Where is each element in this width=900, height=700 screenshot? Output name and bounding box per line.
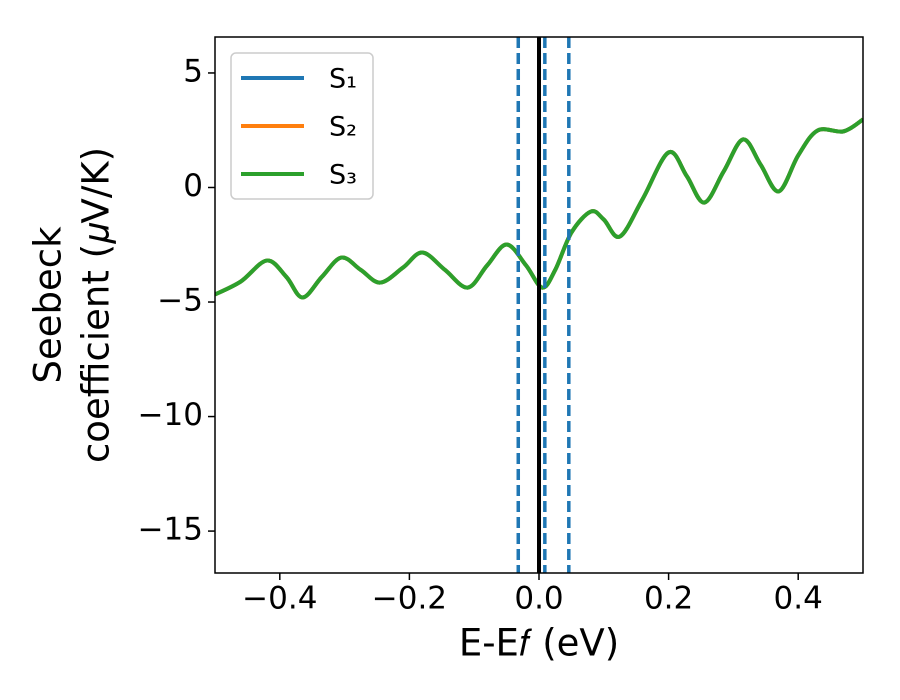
plot-frame [214,36,864,574]
y-tick-label: −15 [138,512,203,548]
y-tick-label: 5 [183,53,203,89]
x-tick-label: 0.4 [774,581,823,617]
y-tick-label: −5 [157,283,203,319]
y-tick-label: 0 [183,168,203,204]
legend-label: S₂ [329,112,357,143]
y-axis-label: Seebeck [27,226,70,384]
legend-label: S₃ [329,160,357,191]
x-tick-label: −0.2 [372,581,447,617]
x-tick-label: 0.2 [644,581,693,617]
x-tick-label: 0.0 [514,581,563,617]
y-tick-label: −10 [138,397,203,433]
legend-label: S₁ [329,64,357,95]
y-axis-label: coefficient (𝜇V/K) [75,147,118,463]
series-line [215,117,863,300]
x-axis-label: E-E𝑓 (eV) [459,622,619,665]
x-tick-label: −0.4 [242,581,317,617]
